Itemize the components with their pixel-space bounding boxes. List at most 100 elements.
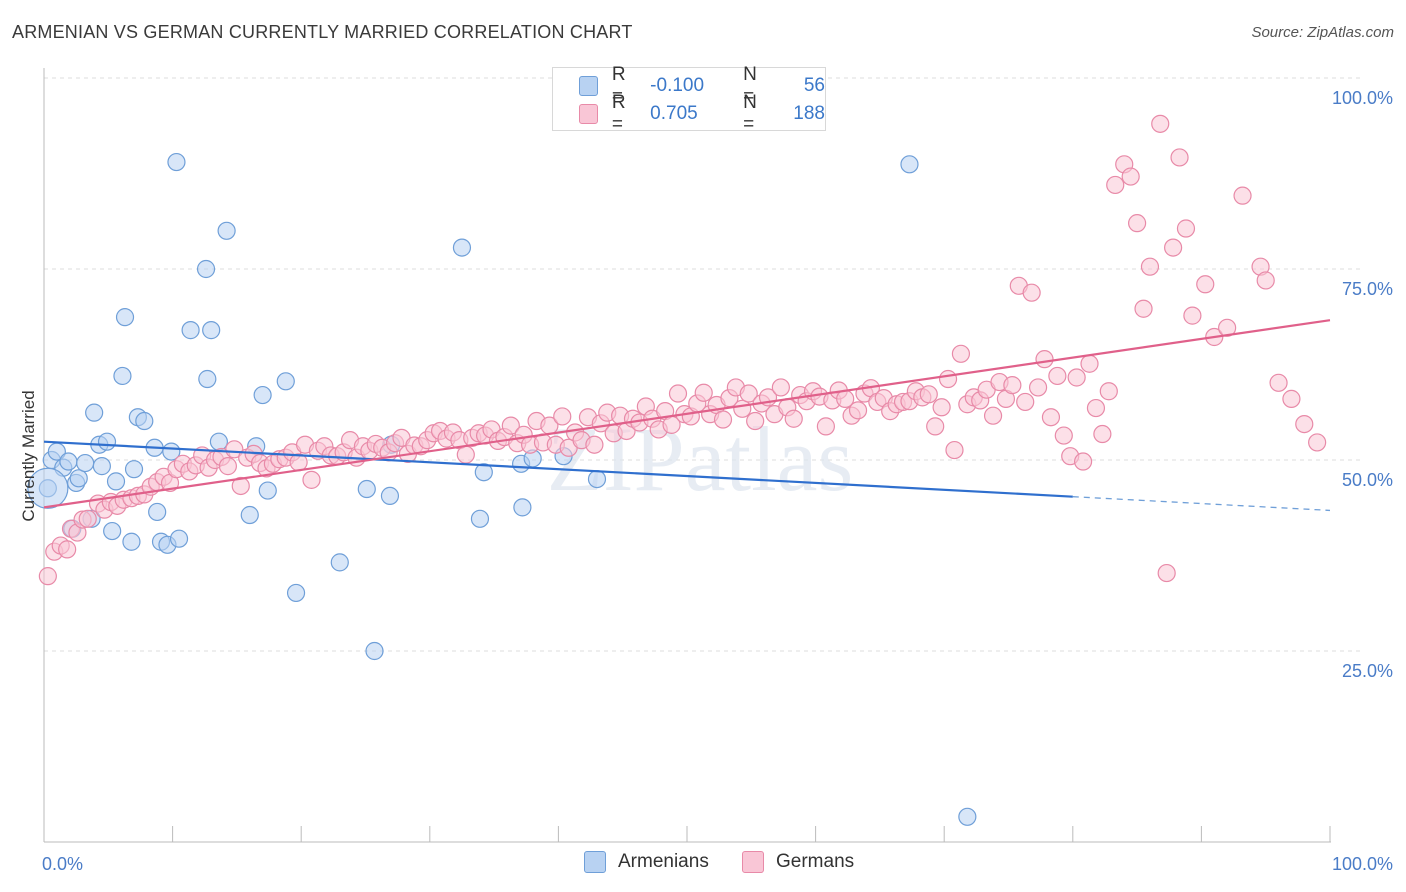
germans-point: [668, 384, 688, 403]
n-value: 56: [803, 75, 825, 96]
germans-point: [1048, 366, 1067, 386]
germans-point: [1308, 433, 1327, 452]
r-label: R =: [611, 92, 626, 135]
germans-point: [1016, 392, 1035, 412]
armenians-point: [181, 321, 200, 340]
germans-point: [1127, 214, 1147, 233]
n-label: N =: [743, 64, 757, 107]
armenians-point: [217, 221, 236, 240]
germans-point: [1218, 318, 1237, 337]
germans-point: [58, 540, 77, 559]
legend-row-germans: R = 0.705 N = 188: [553, 92, 825, 135]
germans-point: [951, 344, 971, 363]
germans-point: [1282, 389, 1301, 408]
armenians-point: [115, 308, 135, 327]
germans-point: [1164, 238, 1183, 257]
armenians-point: [196, 259, 216, 279]
armenians-trend-line: [43, 440, 1073, 498]
armenians-point: [122, 532, 141, 551]
armenians-point: [198, 369, 217, 389]
armenians-point: [106, 472, 126, 491]
legend-row-armenians: R = -0.100 N = 56: [553, 64, 825, 107]
armenians-point: [330, 553, 349, 572]
armenians-legend-swatch: [584, 851, 606, 873]
axes: [43, 68, 1331, 843]
x-tick-labels: 0.0% 100.0%: [42, 854, 1393, 874]
germans-point: [1233, 186, 1252, 205]
germans-point: [1183, 306, 1202, 325]
germans-point: [1106, 175, 1125, 195]
y-tick-label: 50.0%: [1342, 470, 1393, 490]
germans-point: [945, 440, 964, 460]
germans-point: [1073, 452, 1093, 471]
germans-point: [553, 407, 572, 426]
germans-point: [1099, 382, 1118, 401]
armenians-point: [69, 469, 88, 488]
armenians-point: [365, 641, 384, 661]
x-tick-label: 100.0%: [1332, 854, 1393, 874]
germans-point: [733, 399, 752, 418]
germans-point: [1054, 426, 1073, 445]
armenians-point: [92, 457, 111, 476]
germans-point: [501, 416, 520, 435]
germans-point: [1151, 114, 1170, 133]
germans-point: [1086, 398, 1106, 418]
series-legend: Armenians Germans: [0, 851, 1406, 879]
y-axis-label: Currently Married: [19, 390, 38, 521]
armenians-trend-extension: [1072, 496, 1331, 512]
trend-lines: [43, 319, 1331, 512]
legend-item-armenians[interactable]: Armenians: [584, 851, 709, 873]
germans-point: [585, 435, 604, 454]
n-label: N =: [743, 92, 757, 135]
y-tick-labels: 25.0% 50.0% 75.0% 100.0%: [1332, 88, 1393, 681]
armenians-point: [240, 505, 259, 525]
germans-point: [739, 384, 758, 403]
armenians-point: [474, 463, 493, 482]
germans-point: [1003, 376, 1022, 395]
germans-point: [1256, 271, 1275, 290]
stats-legend: R = -0.100 N = 56 R = 0.705 N = 188: [552, 64, 826, 135]
germans-point: [1035, 350, 1054, 369]
germans-point: [694, 383, 713, 402]
armenians-point: [27, 467, 69, 509]
germans-point: [771, 378, 790, 397]
armenians-point: [380, 486, 400, 506]
armenians-point: [452, 238, 472, 257]
armenians-point: [513, 498, 532, 517]
germans-point: [456, 445, 475, 464]
armenians-point: [900, 155, 919, 174]
armenians-point: [202, 321, 221, 340]
armenians-point: [258, 481, 277, 500]
armenians-point: [470, 509, 490, 528]
germans-point: [848, 401, 868, 420]
legend-item-germans[interactable]: Germans: [742, 851, 854, 873]
germans-point: [1140, 257, 1160, 276]
n-value: 188: [793, 103, 825, 124]
armenians-point: [97, 432, 117, 451]
armenians-point: [76, 453, 95, 473]
armenians-point: [276, 372, 295, 391]
germans-point: [1295, 414, 1314, 434]
germans-point: [938, 369, 958, 389]
germans-point: [746, 411, 765, 431]
germans-point: [1176, 219, 1196, 238]
germans-legend-swatch: [742, 851, 764, 873]
legend-label-armenians: Armenians: [618, 851, 709, 872]
armenians-point: [124, 460, 144, 479]
chart-title: ARMENIAN VS GERMAN CURRENTLY MARRIED COR…: [12, 22, 633, 42]
germans-point: [302, 470, 321, 489]
armenians-point: [167, 152, 186, 172]
r-value: -0.100: [650, 75, 705, 96]
r-value: 0.705: [650, 103, 698, 124]
germans-point: [1121, 167, 1140, 186]
germans-point: [919, 385, 938, 404]
armenians-point: [59, 452, 78, 471]
germans-point: [218, 457, 237, 476]
germans-point: [1080, 354, 1099, 373]
germans-swatch: [579, 104, 598, 124]
germans-point: [231, 476, 250, 496]
germans-point: [784, 409, 803, 428]
chart-source: Source: ZipAtlas.com: [1251, 24, 1394, 41]
germans-point: [713, 410, 733, 429]
armenians-point: [209, 432, 228, 451]
